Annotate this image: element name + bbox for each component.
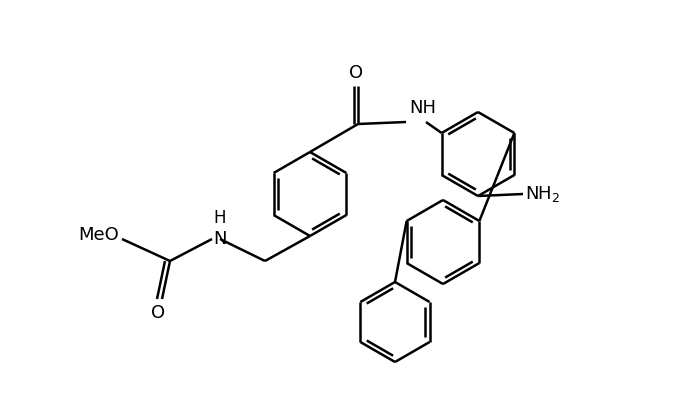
Text: NH$_2$: NH$_2$ bbox=[525, 184, 561, 204]
Text: O: O bbox=[349, 64, 363, 82]
Text: H: H bbox=[214, 209, 226, 227]
Text: MeO: MeO bbox=[78, 226, 119, 244]
Text: N: N bbox=[213, 230, 227, 248]
Text: O: O bbox=[151, 304, 165, 322]
Text: NH: NH bbox=[409, 99, 436, 117]
